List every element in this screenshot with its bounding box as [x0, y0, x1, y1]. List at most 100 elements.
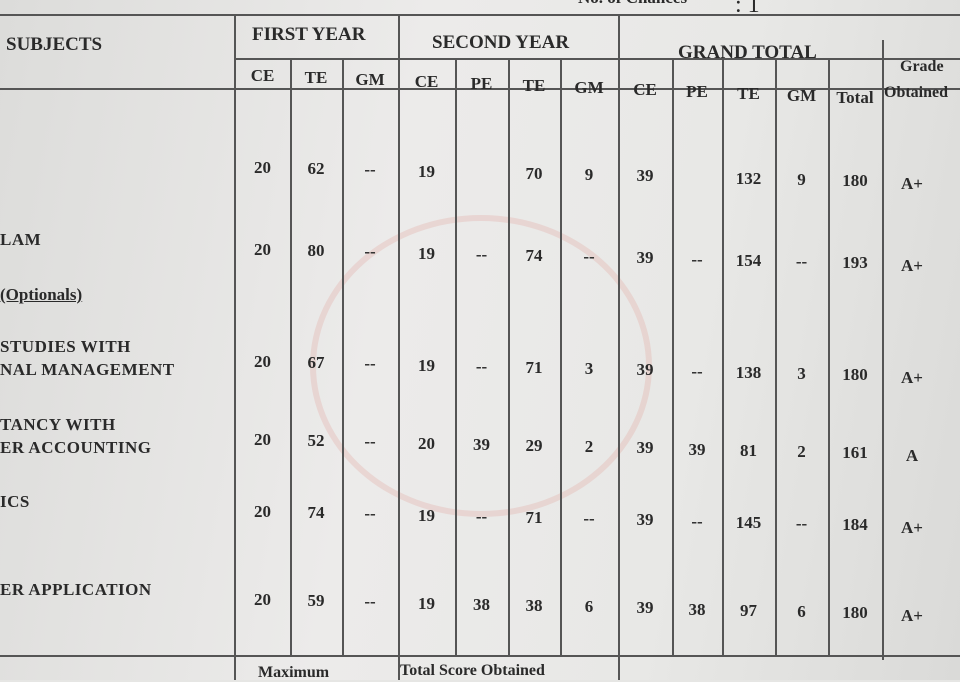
- mark-cell: 39: [636, 510, 654, 530]
- mark-cell: --: [691, 511, 703, 531]
- first-year-header: FIRST YEAR: [252, 24, 366, 45]
- column-divider: [455, 60, 457, 655]
- column-header: GM: [786, 86, 817, 105]
- mark-cell: 19: [418, 593, 435, 613]
- grade-header-line2: Obtained: [884, 84, 949, 101]
- mark-cell: --: [364, 592, 376, 612]
- mark-cell: 39: [636, 438, 654, 458]
- column-divider: [508, 60, 510, 655]
- mark-cell: --: [691, 249, 703, 269]
- mark-cell: 161: [842, 443, 868, 463]
- grade-cell: A+: [901, 606, 923, 625]
- mark-cell: 193: [842, 253, 868, 273]
- mark-cell: --: [475, 506, 488, 526]
- mark-cell: 39: [636, 598, 654, 618]
- chances-value: : 1: [735, 0, 760, 18]
- mark-cell: 20: [254, 352, 271, 371]
- mark-cell: 19: [418, 243, 435, 263]
- mark-cell: 38: [473, 594, 490, 614]
- mark-cell: 80: [307, 241, 325, 261]
- subject-name: ICS: [0, 492, 30, 511]
- mark-cell: 71: [525, 508, 543, 527]
- mark-cell: 19: [418, 505, 435, 525]
- subject-name: TANCY WITH: [0, 415, 116, 434]
- subject-name: LAM: [0, 230, 42, 249]
- mark-cell: 39: [636, 248, 654, 268]
- mark-cell: --: [583, 509, 595, 529]
- column-header: CE: [414, 72, 439, 91]
- mark-cell: 59: [307, 591, 325, 611]
- column-header: TE: [522, 76, 546, 95]
- column-divider: [828, 60, 830, 655]
- mark-cell: 3: [584, 359, 594, 379]
- column-header: CE: [633, 80, 657, 99]
- mark-cell: 2: [584, 437, 594, 457]
- mark-cell: 67: [307, 353, 325, 373]
- column-divider: [290, 60, 292, 655]
- grade-cell: A+: [901, 518, 923, 537]
- mark-cell: 38: [688, 599, 706, 619]
- mark-cell: 29: [525, 436, 543, 455]
- column-header: Total: [836, 88, 874, 107]
- mark-cell: 39: [473, 434, 490, 454]
- column-header: PE: [470, 74, 493, 93]
- mark-cell: 20: [254, 158, 271, 177]
- mark-cell: 145: [735, 512, 762, 532]
- grade-cell: A+: [901, 174, 923, 193]
- mark-cell: --: [364, 354, 376, 374]
- column-divider: [775, 60, 777, 655]
- column-divider: [560, 60, 562, 655]
- mark-cell: 20: [254, 590, 271, 609]
- column-divider: [342, 60, 344, 655]
- mark-cell: 70: [525, 164, 543, 183]
- mark-cell: 74: [307, 503, 325, 523]
- column-header: PE: [686, 82, 708, 101]
- mark-cell: 52: [307, 431, 325, 451]
- mark-cell: 20: [254, 430, 271, 449]
- grade-header: Grade: [900, 58, 944, 75]
- mark-cell: 2: [797, 442, 806, 461]
- mark-cell: --: [364, 504, 376, 524]
- mark-cell: --: [475, 356, 488, 376]
- mark-cell: 81: [740, 440, 757, 460]
- optionals-label: (Optionals): [0, 285, 83, 304]
- mark-cell: --: [364, 160, 376, 180]
- chances-label: No. of Chances: [578, 0, 687, 8]
- second-year-header: SECOND YEAR: [432, 32, 570, 53]
- mark-cell: --: [691, 361, 703, 381]
- mark-cell: --: [475, 244, 488, 264]
- subjects-header: SUBJECTS: [6, 34, 103, 55]
- column-divider: [722, 60, 724, 655]
- mark-cell: 20: [254, 502, 271, 521]
- grade-cell: A+: [901, 368, 923, 387]
- mark-cell: 38: [525, 596, 543, 615]
- mark-cell: --: [364, 432, 376, 452]
- mark-cell: 184: [842, 515, 868, 535]
- mark-cell: 19: [418, 161, 435, 181]
- grand-total-header: GRAND TOTAL: [678, 42, 817, 63]
- mark-cell: 39: [688, 439, 706, 459]
- mark-cell: 6: [797, 602, 806, 621]
- maximum-label: Maximum: [258, 664, 330, 681]
- mark-cell: 71: [525, 358, 543, 377]
- mark-cell: 180: [842, 603, 868, 623]
- mark-cell: 20: [254, 240, 271, 259]
- mark-cell: 74: [525, 246, 543, 265]
- mark-cell: 9: [584, 165, 594, 185]
- column-header: TE: [737, 84, 760, 103]
- mark-cell: 9: [797, 170, 806, 189]
- grade-cell: A+: [901, 256, 923, 275]
- mark-cell: 154: [735, 250, 762, 270]
- mark-cell: 39: [636, 360, 654, 380]
- subject-name: ER APPLICATION: [0, 580, 152, 599]
- mark-cell: 19: [418, 355, 435, 375]
- column-divider: [672, 60, 674, 655]
- column-header: CE: [250, 66, 275, 85]
- subject-name: ER ACCOUNTING: [0, 438, 152, 457]
- mark-cell: 6: [584, 597, 594, 617]
- mark-cell: --: [795, 252, 808, 271]
- mark-cell: 97: [740, 600, 757, 620]
- column-header: GM: [355, 70, 385, 89]
- mark-cell: 132: [735, 168, 762, 188]
- column-header: TE: [304, 68, 328, 87]
